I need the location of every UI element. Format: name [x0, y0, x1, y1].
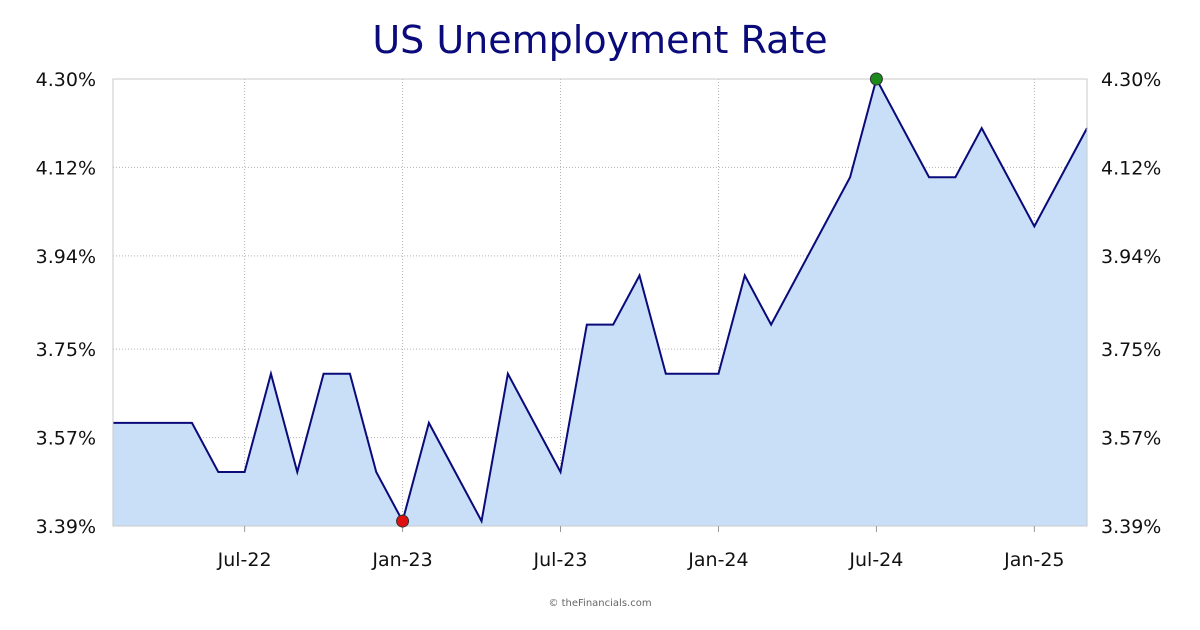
data-point [902, 128, 903, 129]
x-tick-label: Jan-25 [1003, 549, 1064, 571]
data-point [165, 422, 166, 423]
extreme-marker [396, 514, 410, 528]
y-tick-label-right: 4.12% [1101, 157, 1161, 179]
extreme-marker [869, 72, 883, 86]
x-tick-label: Jan-23 [371, 549, 432, 571]
area-fill [113, 79, 1087, 526]
data-point [823, 226, 824, 227]
data-point [665, 373, 666, 374]
marker-layer [396, 72, 883, 528]
data-point [244, 471, 245, 472]
data-point [613, 324, 614, 325]
y-tick-label-right: 4.30% [1101, 69, 1161, 91]
data-point [139, 422, 140, 423]
copyright-credit: © theFinancials.com [548, 598, 652, 609]
y-tick-label-left: 3.94% [36, 246, 96, 268]
data-point [481, 521, 482, 522]
data-point [218, 471, 219, 472]
y-tick-label-left: 3.75% [36, 339, 96, 361]
data-point [1034, 226, 1035, 227]
series-line [113, 76, 1088, 525]
x-tick-label: Jan-24 [687, 549, 748, 571]
x-tick-label: Jul-23 [533, 549, 588, 571]
data-point [850, 177, 851, 178]
y-tick-label-right: 3.39% [1101, 516, 1161, 538]
data-point [376, 471, 377, 472]
area-layer [113, 76, 1088, 526]
data-point [349, 373, 350, 374]
data-point [771, 324, 772, 325]
y-tick-label-right: 3.75% [1101, 339, 1161, 361]
data-point [692, 373, 693, 374]
y-tick-label-left: 3.57% [36, 428, 96, 450]
data-point [297, 471, 298, 472]
label-layer: Jul-22 Jan-23 Jul-23 Jan-24 Jul-24 Jan-25 3.39… [36, 69, 1162, 571]
plot-border [112, 78, 1088, 527]
y-tick-label-right: 3.94% [1101, 246, 1161, 268]
data-point [455, 471, 456, 472]
data-point [929, 177, 930, 178]
data-point [797, 275, 798, 276]
y-tick-label-left: 4.30% [36, 69, 96, 91]
data-point [1060, 177, 1061, 178]
data-point [270, 373, 271, 374]
data-point [744, 275, 745, 276]
y-tick-label-left: 4.12% [36, 157, 96, 179]
x-tick-label: Jul-24 [848, 549, 903, 571]
data-point [191, 422, 192, 423]
data-point [639, 275, 640, 276]
data-point [560, 471, 561, 472]
y-tick-label-right: 3.57% [1101, 428, 1161, 450]
data-point [534, 422, 535, 423]
data-point [955, 177, 956, 178]
data-point [428, 422, 429, 423]
data-point [586, 324, 587, 325]
data-point [507, 373, 508, 374]
data-point [323, 373, 324, 374]
data-point [981, 128, 982, 129]
x-tick-label: Jul-22 [217, 549, 272, 571]
data-point [718, 373, 719, 374]
y-tick-label-left: 3.39% [36, 516, 96, 538]
chart-title: US Unemployment Rate [372, 18, 828, 62]
data-point [1008, 177, 1009, 178]
